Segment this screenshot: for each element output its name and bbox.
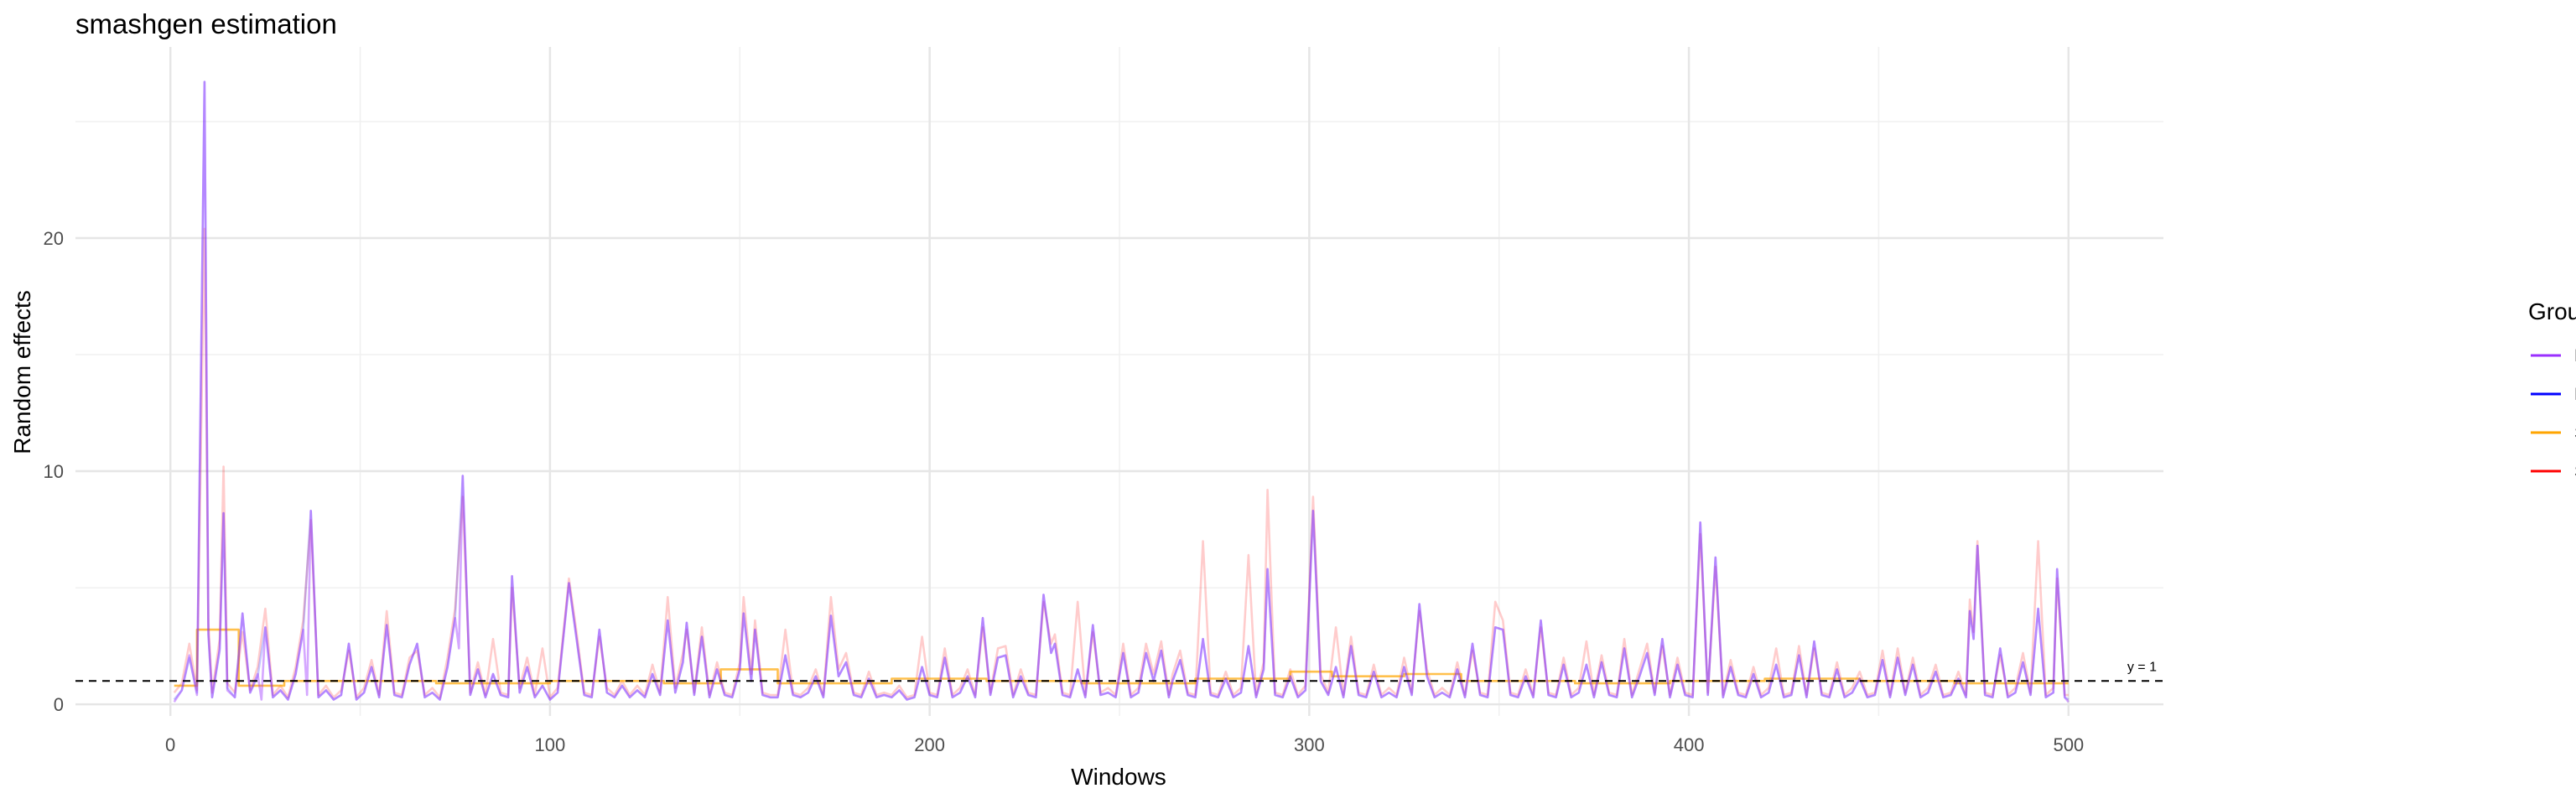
y-axis-ticks: 0 10 20 (44, 228, 64, 715)
legend-label: Estimated random effects -- spatial (2574, 346, 2576, 366)
x-tick-label: 200 (914, 734, 945, 755)
x-tick-label: 500 (2053, 734, 2084, 755)
legend-items: Estimated random effects -- spatial Estim… (2531, 346, 2576, 481)
series-line-3 (174, 628, 2069, 687)
legend-title: Group (2528, 298, 2576, 324)
y-tick-label: 10 (44, 461, 64, 482)
legend-item: Simulated random effects -- total (2531, 462, 2576, 481)
x-axis-ticks: 0 100 200 300 400 500 (165, 734, 2084, 755)
series-line-1 (173, 80, 2070, 703)
legend-label: Simulated random effects -- spatial (2574, 423, 2576, 443)
reference-line-label: y = 1 (2127, 660, 2157, 674)
x-axis-title: Windows (1071, 764, 1166, 790)
legend: Group Estimated random effects -- spatia… (2528, 298, 2576, 481)
x-tick-label: 400 (1674, 734, 1705, 755)
legend-label: Estimated random effects -- total (2574, 385, 2576, 404)
y-axis-title: Random effects (9, 290, 35, 454)
x-tick-label: 300 (1294, 734, 1325, 755)
legend-item: Simulated random effects -- spatial (2531, 423, 2576, 443)
x-tick-label: 0 (165, 734, 175, 755)
y-tick-label: 0 (54, 694, 64, 715)
legend-item: Estimated random effects -- total (2531, 385, 2576, 404)
chart-title: smashgen estimation (75, 8, 337, 39)
series-line-2 (173, 80, 2070, 701)
legend-item: Estimated random effects -- spatial (2531, 346, 2576, 366)
reference-layer: y = 1 (75, 660, 2163, 682)
x-tick-label: 100 (535, 734, 566, 755)
major-grid (75, 47, 2163, 716)
legend-label: Simulated random effects -- total (2574, 462, 2576, 481)
y-tick-label: 20 (44, 228, 64, 249)
series-layer (173, 80, 2070, 703)
minor-grid (75, 47, 2163, 716)
series-line-4 (173, 227, 2069, 699)
